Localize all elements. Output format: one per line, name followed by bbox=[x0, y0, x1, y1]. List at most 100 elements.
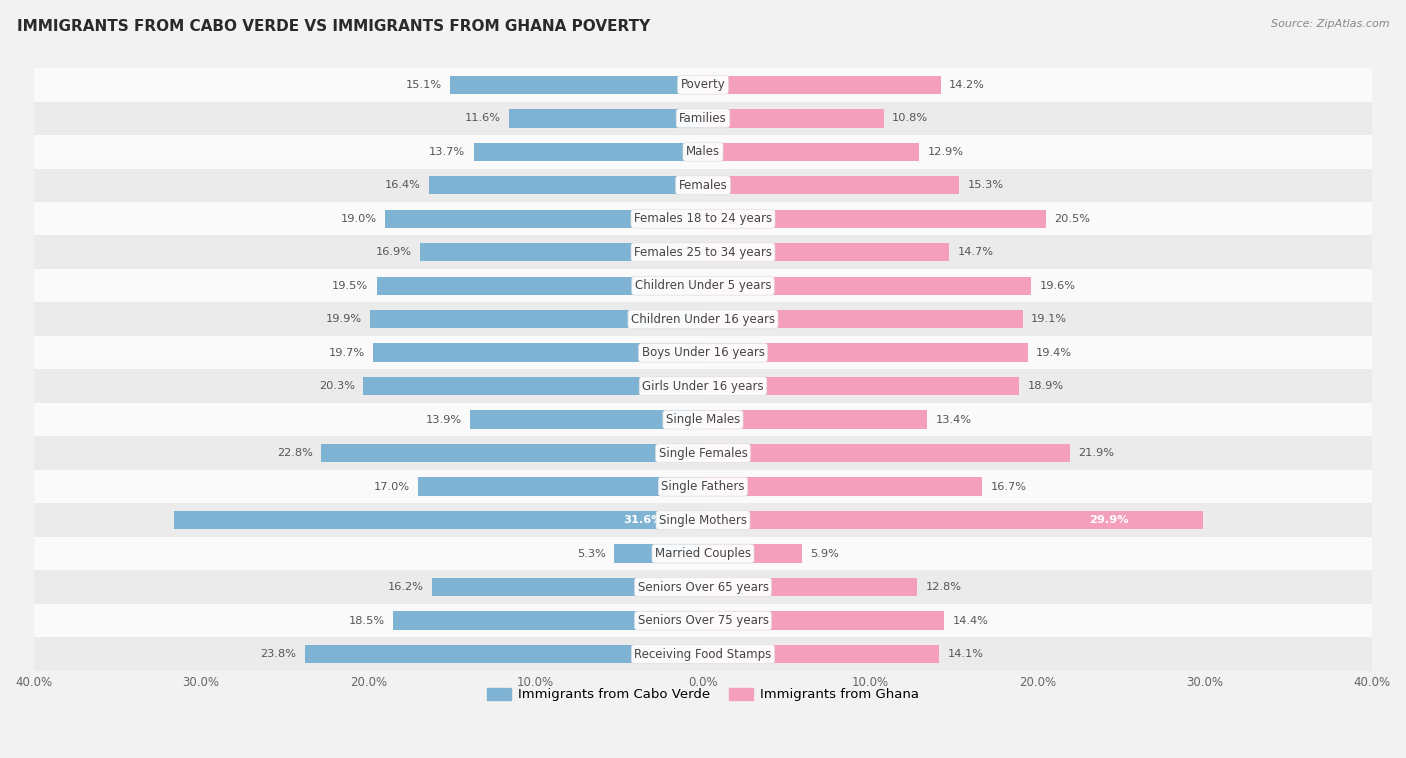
Bar bbox=[34, 236, 1372, 269]
Bar bbox=[703, 310, 1022, 328]
Bar bbox=[703, 176, 959, 195]
Bar bbox=[377, 277, 703, 295]
Bar bbox=[34, 102, 1372, 135]
Bar bbox=[703, 511, 1204, 529]
Text: 20.3%: 20.3% bbox=[319, 381, 354, 391]
Bar bbox=[703, 109, 884, 127]
Text: 5.9%: 5.9% bbox=[810, 549, 839, 559]
Text: 19.1%: 19.1% bbox=[1031, 315, 1067, 324]
Bar bbox=[34, 604, 1372, 637]
Bar bbox=[703, 277, 1031, 295]
Bar bbox=[322, 444, 703, 462]
Bar bbox=[34, 135, 1372, 168]
Text: Single Mothers: Single Mothers bbox=[659, 514, 747, 527]
Text: Children Under 5 years: Children Under 5 years bbox=[634, 279, 772, 293]
Bar bbox=[34, 437, 1372, 470]
Bar bbox=[509, 109, 703, 127]
Bar bbox=[703, 343, 1028, 362]
Text: Girls Under 16 years: Girls Under 16 years bbox=[643, 380, 763, 393]
Bar bbox=[34, 269, 1372, 302]
Text: Receiving Food Stamps: Receiving Food Stamps bbox=[634, 647, 772, 661]
Text: Females: Females bbox=[679, 179, 727, 192]
Bar bbox=[34, 537, 1372, 570]
Bar bbox=[363, 377, 703, 396]
Bar bbox=[34, 336, 1372, 369]
Bar bbox=[703, 578, 917, 597]
Text: 20.5%: 20.5% bbox=[1054, 214, 1091, 224]
Text: 11.6%: 11.6% bbox=[464, 113, 501, 124]
Text: Single Females: Single Females bbox=[658, 446, 748, 459]
Bar bbox=[34, 68, 1372, 102]
Text: Families: Families bbox=[679, 111, 727, 125]
Bar bbox=[419, 478, 703, 496]
Text: 19.4%: 19.4% bbox=[1036, 348, 1071, 358]
Text: 21.9%: 21.9% bbox=[1078, 448, 1114, 458]
Bar bbox=[703, 478, 983, 496]
Bar bbox=[34, 369, 1372, 403]
Bar bbox=[703, 645, 939, 663]
Bar bbox=[703, 76, 941, 94]
Bar bbox=[429, 176, 703, 195]
Text: 15.1%: 15.1% bbox=[406, 80, 441, 89]
Text: 13.9%: 13.9% bbox=[426, 415, 463, 424]
Bar bbox=[474, 143, 703, 161]
Text: 16.9%: 16.9% bbox=[375, 247, 412, 257]
Text: 13.7%: 13.7% bbox=[429, 147, 465, 157]
Bar bbox=[703, 143, 920, 161]
Bar bbox=[34, 470, 1372, 503]
Text: 19.7%: 19.7% bbox=[329, 348, 366, 358]
Text: 12.9%: 12.9% bbox=[928, 147, 963, 157]
Text: Married Couples: Married Couples bbox=[655, 547, 751, 560]
Text: 18.5%: 18.5% bbox=[349, 615, 385, 625]
Bar bbox=[34, 403, 1372, 437]
Bar bbox=[614, 544, 703, 563]
Bar bbox=[432, 578, 703, 597]
Text: 19.0%: 19.0% bbox=[340, 214, 377, 224]
Bar bbox=[305, 645, 703, 663]
Text: 16.7%: 16.7% bbox=[991, 481, 1026, 492]
Bar bbox=[34, 503, 1372, 537]
Text: 14.2%: 14.2% bbox=[949, 80, 984, 89]
Text: Females 18 to 24 years: Females 18 to 24 years bbox=[634, 212, 772, 225]
Bar bbox=[420, 243, 703, 262]
Text: 19.5%: 19.5% bbox=[332, 280, 368, 291]
Bar bbox=[34, 570, 1372, 604]
Text: Females 25 to 34 years: Females 25 to 34 years bbox=[634, 246, 772, 258]
Text: 19.9%: 19.9% bbox=[325, 315, 361, 324]
Text: 13.4%: 13.4% bbox=[935, 415, 972, 424]
Text: 16.2%: 16.2% bbox=[388, 582, 423, 592]
Bar bbox=[703, 209, 1046, 228]
Text: Poverty: Poverty bbox=[681, 78, 725, 91]
Text: 19.6%: 19.6% bbox=[1039, 280, 1076, 291]
Text: Children Under 16 years: Children Under 16 years bbox=[631, 313, 775, 326]
Text: 14.7%: 14.7% bbox=[957, 247, 994, 257]
Bar bbox=[703, 377, 1019, 396]
Bar bbox=[703, 411, 928, 429]
Text: 14.1%: 14.1% bbox=[948, 649, 983, 659]
Bar bbox=[703, 243, 949, 262]
Bar bbox=[374, 343, 703, 362]
Text: 10.8%: 10.8% bbox=[893, 113, 928, 124]
Text: Seniors Over 75 years: Seniors Over 75 years bbox=[637, 614, 769, 627]
Text: Seniors Over 65 years: Seniors Over 65 years bbox=[637, 581, 769, 594]
Bar bbox=[34, 168, 1372, 202]
Text: 29.9%: 29.9% bbox=[1088, 515, 1129, 525]
Bar bbox=[471, 411, 703, 429]
Text: Single Males: Single Males bbox=[666, 413, 740, 426]
Text: 23.8%: 23.8% bbox=[260, 649, 297, 659]
Bar bbox=[703, 544, 801, 563]
Text: 16.4%: 16.4% bbox=[384, 180, 420, 190]
Text: Source: ZipAtlas.com: Source: ZipAtlas.com bbox=[1271, 19, 1389, 29]
Bar bbox=[34, 302, 1372, 336]
Bar bbox=[370, 310, 703, 328]
Text: 18.9%: 18.9% bbox=[1028, 381, 1064, 391]
Bar bbox=[385, 209, 703, 228]
Text: 12.8%: 12.8% bbox=[925, 582, 962, 592]
Bar bbox=[394, 612, 703, 630]
Text: 15.3%: 15.3% bbox=[967, 180, 1004, 190]
Bar bbox=[450, 76, 703, 94]
Text: Males: Males bbox=[686, 146, 720, 158]
Bar bbox=[703, 444, 1070, 462]
Text: 5.3%: 5.3% bbox=[576, 549, 606, 559]
Text: Boys Under 16 years: Boys Under 16 years bbox=[641, 346, 765, 359]
